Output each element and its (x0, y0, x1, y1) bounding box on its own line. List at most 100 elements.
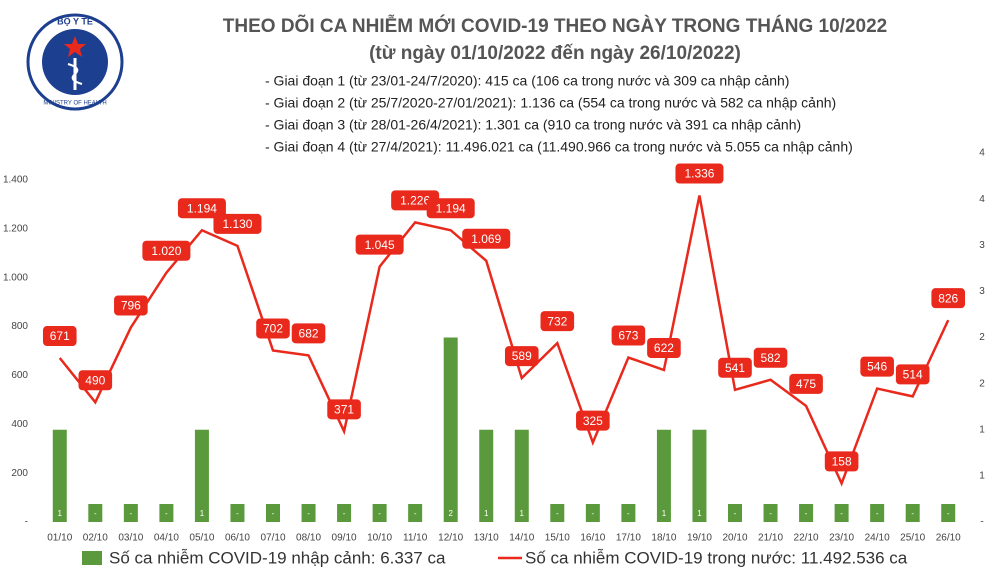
x-tick-label: 09/10 (332, 533, 357, 544)
value-label: 490 (85, 373, 105, 387)
bar-label: - (378, 509, 381, 518)
value-label: 673 (618, 329, 638, 343)
value-label: 796 (121, 299, 141, 313)
x-tick-label: 23/10 (829, 533, 854, 544)
value-label-bg (753, 347, 788, 368)
bar-label: - (592, 509, 595, 518)
value-label-bg (895, 364, 930, 385)
value-label: 1.130 (222, 217, 252, 231)
bar (479, 429, 494, 522)
value-label: 1.336 (684, 167, 714, 181)
bar (159, 504, 174, 522)
bar (301, 504, 316, 522)
y-tick-label: 600 (11, 370, 28, 381)
bar (692, 429, 707, 522)
bar-label: - (947, 509, 950, 518)
value-label-bg (718, 357, 752, 378)
bar-label: 1 (520, 509, 525, 518)
x-tick-label: 26/10 (936, 533, 961, 544)
value-label: 671 (50, 329, 70, 343)
bar (123, 504, 138, 522)
x-tick-label: 10/10 (367, 533, 392, 544)
value-label-bg (213, 213, 262, 234)
bar-label: - (94, 509, 97, 518)
value-label-bg (327, 399, 361, 420)
bar-label: - (805, 509, 808, 518)
x-tick-label: 15/10 (545, 533, 570, 544)
value-label: 1.226 (400, 194, 430, 208)
bar-label: - (769, 509, 772, 518)
bar (585, 504, 600, 522)
bar (763, 504, 778, 522)
bar-label: - (165, 509, 168, 518)
x-tick-label: 19/10 (687, 533, 712, 544)
bar (194, 429, 209, 522)
bar-label: 1 (697, 509, 702, 518)
value-label: 514 (903, 368, 923, 382)
x-tick-label: 22/10 (794, 533, 819, 544)
y2-tick-label: 4 (979, 148, 985, 159)
x-tick-label: 18/10 (651, 533, 676, 544)
chart-subtitle: (từ ngày 01/10/2022 đến ngày 26/10/2022) (369, 43, 741, 64)
bar (230, 504, 245, 522)
value-label-bg (78, 370, 113, 391)
y2-tick-label: 4 (979, 194, 985, 205)
value-label-bg (177, 198, 226, 219)
x-tick-label: 20/10 (722, 533, 747, 544)
value-label: 582 (761, 351, 781, 365)
bar (550, 504, 565, 522)
bar (941, 504, 956, 522)
bar-label: - (236, 509, 239, 518)
bar (621, 504, 636, 522)
bar-label: 1 (662, 509, 667, 518)
annotation: - Giai đoạn 4 (từ 27/4/2021): 11.496.021… (265, 139, 853, 155)
legend-label: Số ca nhiễm COVID-19 trong nước: 11.492.… (525, 548, 908, 567)
bar-label: - (556, 509, 559, 518)
y2-tick-label: 1 (979, 424, 985, 435)
bar (443, 337, 458, 522)
x-tick-label: 01/10 (47, 533, 72, 544)
value-label-bg (576, 410, 610, 431)
y-tick-label: 1.000 (3, 272, 28, 283)
x-tick-label: 25/10 (900, 533, 925, 544)
logo-bottom: MINISTRY OF HEALTH (43, 101, 106, 107)
value-label: 1.069 (471, 232, 501, 246)
bar-label: - (911, 509, 914, 518)
bar (408, 504, 423, 522)
value-label-bg (504, 346, 539, 367)
value-label: 622 (654, 341, 674, 355)
bar-label: - (840, 509, 843, 518)
legend-swatch (82, 551, 102, 565)
x-tick-label: 02/10 (83, 533, 108, 544)
bar-label: - (343, 509, 346, 518)
value-label-bg (675, 163, 724, 184)
value-label-bg (355, 234, 404, 255)
bar (728, 504, 742, 522)
value-label-bg (291, 323, 326, 344)
value-label: 1.194 (436, 201, 466, 215)
logo-snake (67, 63, 83, 85)
value-label-bg (647, 338, 681, 359)
annotation: - Giai đoạn 3 (từ 28/01-26/4/2021): 1.30… (265, 117, 801, 133)
value-label: 702 (263, 322, 283, 336)
value-label: 325 (583, 414, 603, 428)
y-tick-label: 400 (11, 419, 28, 430)
bar (52, 429, 67, 522)
logo-star (64, 36, 86, 57)
legend-label: Số ca nhiễm COVID-19 nhập cảnh: 6.337 ca (109, 548, 446, 567)
x-tick-label: 04/10 (154, 533, 179, 544)
annotation: - Giai đoạn 1 (từ 23/01-24/7/2020): 415 … (265, 73, 789, 89)
bar-label: - (272, 509, 275, 518)
value-label-bg (931, 288, 966, 309)
bar-label: 1 (200, 509, 205, 518)
y-tick-label: 800 (11, 321, 28, 332)
bar (799, 504, 814, 522)
x-tick-label: 13/10 (474, 533, 499, 544)
bar-label: 1 (58, 509, 63, 518)
value-label-bg (256, 318, 290, 339)
value-label-bg (611, 325, 646, 346)
bar (266, 504, 280, 522)
bar (88, 504, 103, 522)
value-label: 732 (547, 314, 567, 328)
